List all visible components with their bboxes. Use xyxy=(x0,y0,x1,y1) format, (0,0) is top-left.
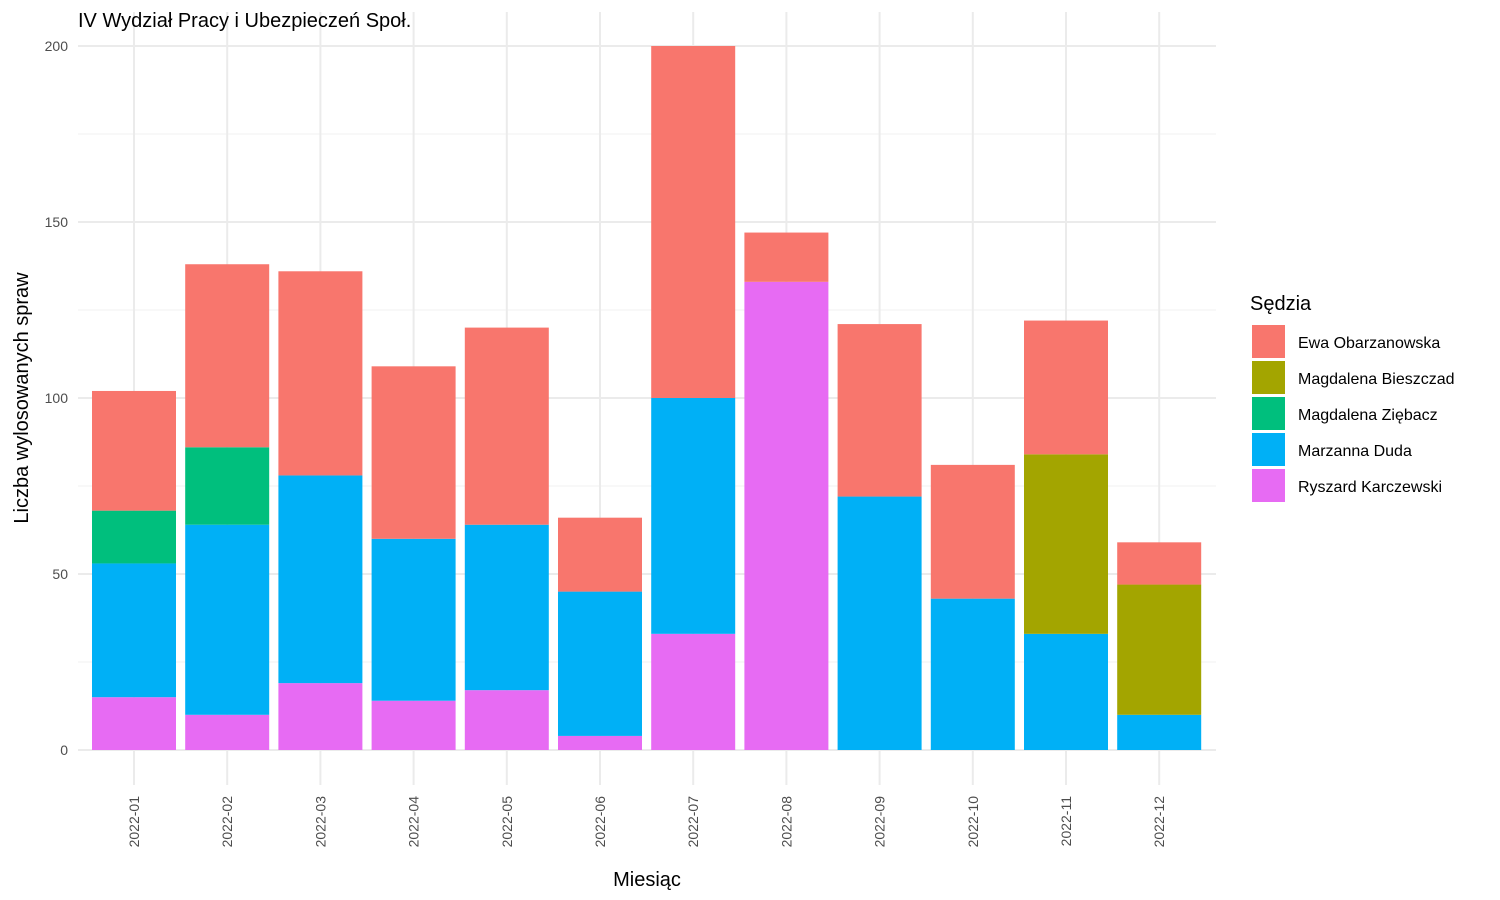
bar-segment xyxy=(92,390,176,511)
bar-segment xyxy=(1117,584,1202,715)
y-axis-title: Liczba wylosowanych spraw xyxy=(11,272,33,524)
bar-segment xyxy=(92,563,176,698)
legend-label: Ryszard Karczewski xyxy=(1298,479,1442,496)
bar-segment xyxy=(651,398,736,634)
legend-swatch xyxy=(1252,433,1285,466)
bar-segment xyxy=(744,281,829,750)
bar-segment xyxy=(930,598,1015,750)
bar-segment xyxy=(1117,542,1202,585)
bar-segment xyxy=(837,496,922,750)
bar-segment xyxy=(1024,320,1108,455)
x-tick-label: 2022-05 xyxy=(499,796,515,848)
bar-segment xyxy=(558,517,642,592)
legend-swatch xyxy=(1252,469,1285,502)
x-axis-title: Miesiąc xyxy=(613,869,681,891)
bar-segment xyxy=(744,232,829,282)
legend-swatch xyxy=(1252,325,1285,358)
x-tick-label: 2022-06 xyxy=(592,796,608,848)
bar-segment xyxy=(278,475,363,684)
bar-segment xyxy=(92,697,176,750)
x-tick-label: 2022-12 xyxy=(1151,796,1167,848)
bar-segment xyxy=(651,46,736,398)
bar-segment xyxy=(558,591,642,736)
y-tick-label: 200 xyxy=(45,38,69,54)
x-axis-ticks: 2022-01 2022-02 2022-03 2022-04 2022-05 2022-… xyxy=(126,796,1167,848)
legend-title: Sędzia xyxy=(1250,293,1312,315)
x-tick-label: 2022-09 xyxy=(872,796,888,848)
x-tick-label: 2022-01 xyxy=(126,796,142,848)
x-tick-label: 2022-08 xyxy=(778,796,794,848)
x-tick-label: 2022-11 xyxy=(1058,796,1074,847)
bar-segment xyxy=(278,683,363,750)
bar-segment xyxy=(185,264,270,448)
y-tick-label: 100 xyxy=(45,390,69,406)
legend-label: Ewa Obarzanowska xyxy=(1298,335,1440,352)
legend-label: Marzanna Duda xyxy=(1298,443,1412,460)
bar-segment xyxy=(371,538,456,701)
legend-label: Magdalena Bieszczad xyxy=(1298,371,1455,388)
bar-segment xyxy=(278,271,363,476)
x-tick-label: 2022-03 xyxy=(312,796,328,848)
x-tick-label: 2022-07 xyxy=(685,796,701,848)
bar-segment xyxy=(92,510,176,564)
bar-segment xyxy=(1117,714,1202,750)
y-tick-label: 150 xyxy=(45,214,69,230)
bars xyxy=(92,46,1202,750)
bar-segment xyxy=(185,524,270,715)
bar-segment xyxy=(185,447,270,525)
bar-segment xyxy=(371,700,456,750)
chart-title: IV Wydział Pracy i Ubezpieczeń Społ. xyxy=(78,10,411,32)
legend-swatch xyxy=(1252,397,1285,430)
bar-segment xyxy=(185,714,270,750)
bar-segment xyxy=(464,524,549,691)
bar-segment xyxy=(1024,633,1108,750)
legend: Sędzia Ewa Obarzanowska Magdalena Bieszcz… xyxy=(1250,293,1455,502)
legend-swatch xyxy=(1252,361,1285,394)
bar-segment xyxy=(651,633,736,750)
bar-segment xyxy=(371,366,456,539)
bar-segment xyxy=(464,690,549,750)
x-tick-label: 2022-04 xyxy=(406,796,422,848)
x-tick-label: 2022-10 xyxy=(965,796,981,848)
bar-segment xyxy=(837,324,922,497)
bar-segment xyxy=(558,735,642,750)
y-tick-label: 0 xyxy=(60,742,68,758)
legend-label: Magdalena Ziębacz xyxy=(1298,407,1438,424)
y-tick-label: 50 xyxy=(52,566,68,582)
bar-segment xyxy=(1024,454,1108,634)
x-tick-label: 2022-02 xyxy=(219,796,235,848)
y-axis-ticks: 0 50 100 150 200 xyxy=(45,38,69,758)
bar-segment xyxy=(464,327,549,525)
bar-segment xyxy=(930,464,1015,599)
